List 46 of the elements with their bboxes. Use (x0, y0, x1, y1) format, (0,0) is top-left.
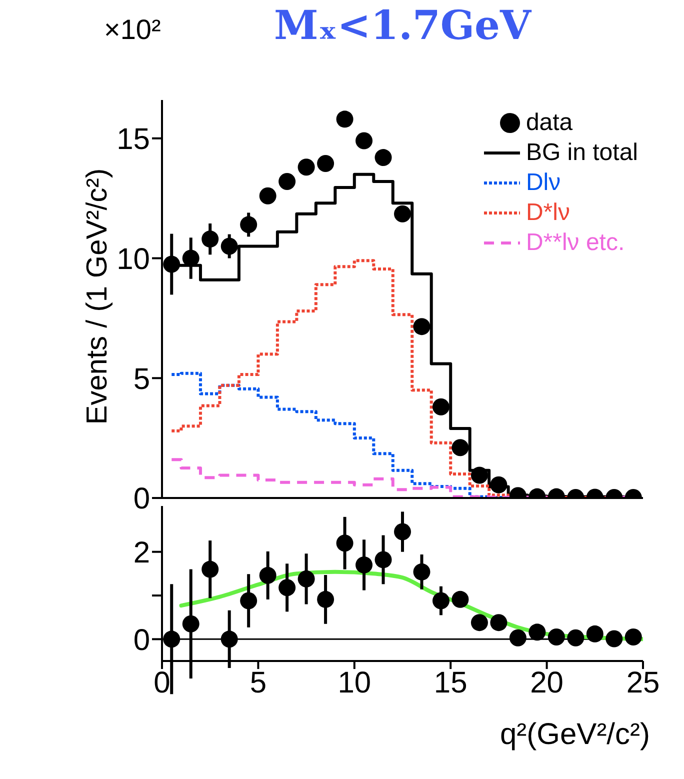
point (606, 630, 623, 648)
point (374, 551, 392, 568)
point (259, 566, 276, 584)
point (220, 630, 238, 648)
point (394, 523, 411, 540)
point (413, 563, 430, 580)
text: ×10² (104, 14, 161, 46)
x-tick-label: 0 (154, 666, 170, 700)
point (356, 556, 373, 574)
legend-label: D*lν (526, 198, 570, 228)
x-tick-label: 15 (434, 666, 468, 700)
point (298, 570, 315, 588)
x-axis-title: q²(GeV²/c²) (500, 718, 650, 752)
point (336, 534, 354, 552)
y-tick-label: 15 (116, 123, 150, 156)
y-tick-label: 0 (133, 624, 150, 657)
y-tick-label: 5 (133, 362, 150, 396)
y-tick-label: 0 (133, 482, 150, 516)
x-tick-label: 10 (338, 666, 372, 700)
point (432, 592, 450, 610)
point (528, 624, 546, 641)
point (567, 629, 584, 646)
point (278, 579, 296, 596)
point (182, 615, 200, 632)
point (163, 630, 180, 648)
point (509, 629, 526, 646)
legend-label: D**lν etc. (526, 228, 625, 258)
y-tick-label: 10 (116, 242, 150, 276)
point (470, 614, 488, 632)
point (624, 628, 642, 646)
point (586, 625, 604, 642)
y-axis-title: Events / (1 GeV²/c²) (82, 167, 114, 427)
x-tick-label: 20 (530, 666, 564, 700)
chart-title: Mₓ<1.7GeV (272, 2, 533, 49)
point (452, 590, 469, 608)
point (317, 590, 334, 608)
legend-label: Dlν (526, 168, 561, 198)
point (240, 592, 258, 610)
legend-label: BG in total (526, 138, 638, 168)
point (548, 628, 565, 646)
x-tick-label: 25 (626, 666, 660, 700)
point (490, 614, 508, 632)
x-tick-label: 5 (250, 666, 267, 700)
legend-label: data (526, 108, 573, 138)
point (202, 560, 219, 578)
y-tick-label: 2 (133, 536, 150, 570)
